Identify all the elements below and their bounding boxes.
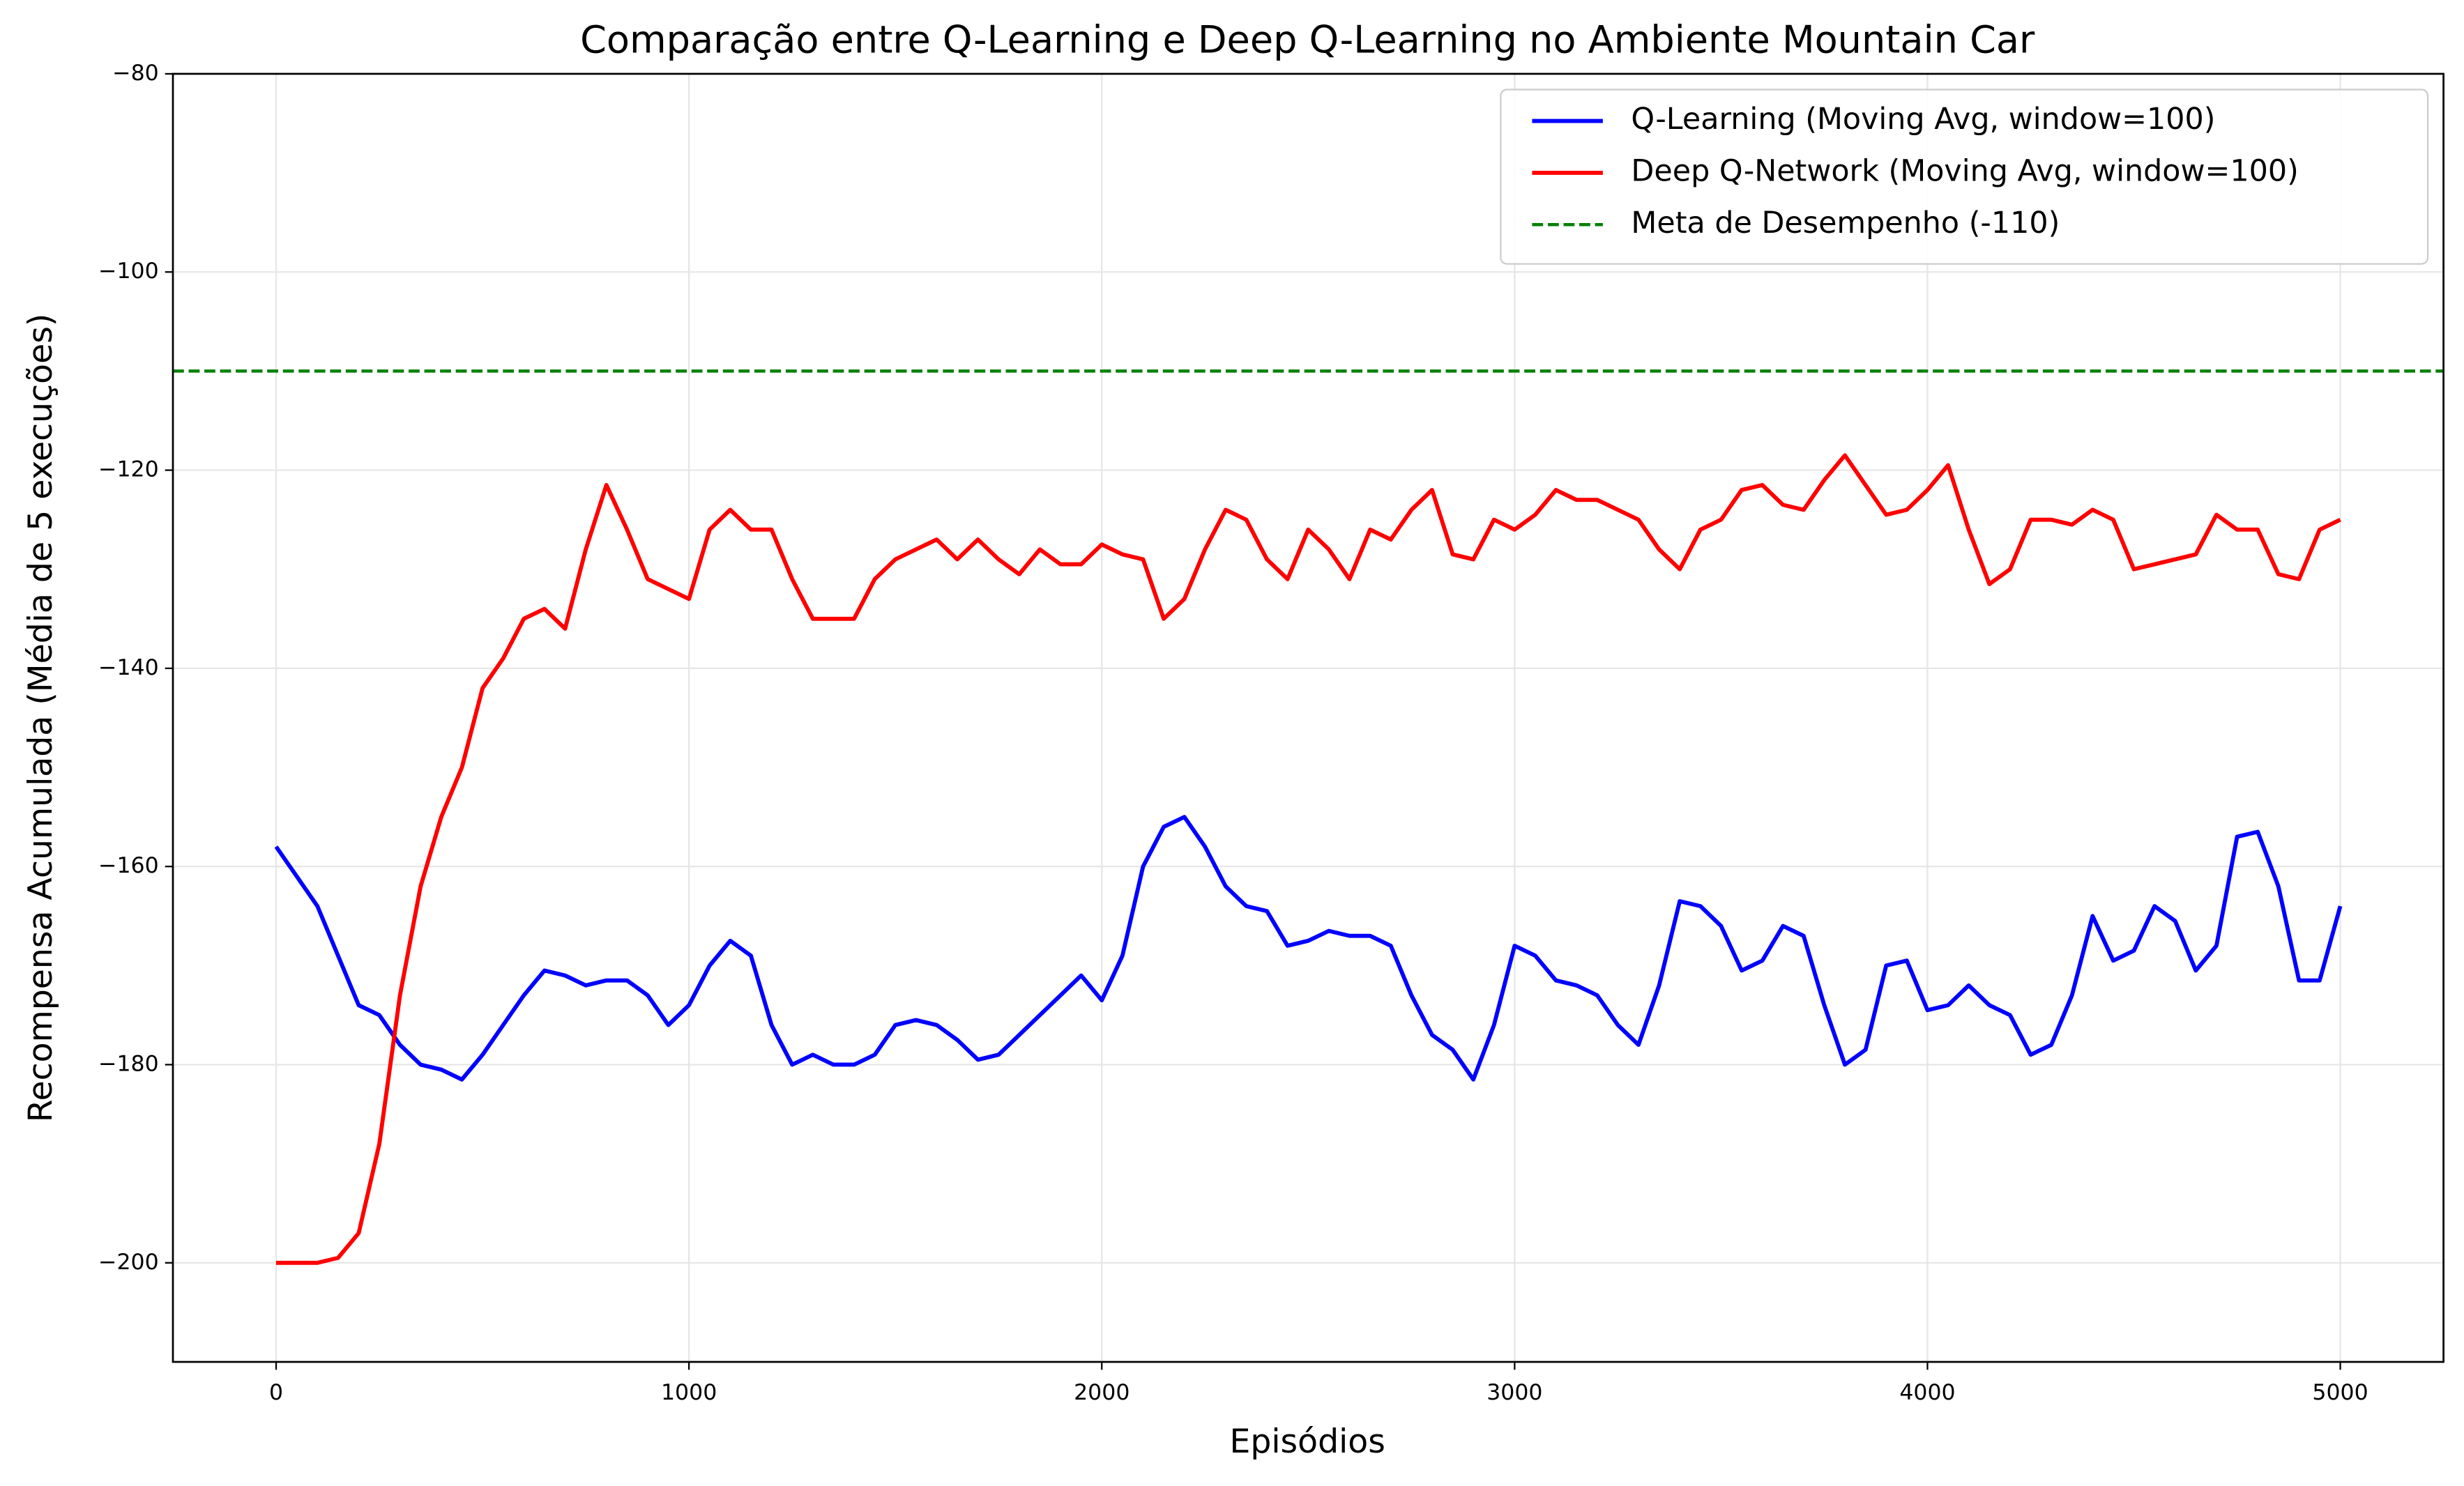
chart-title: Comparação entre Q-Learning e Deep Q-Lea… [580,17,2035,61]
y-tick-label: −200 [98,1250,159,1275]
data-line [274,815,2343,1082]
x-tick-label: 3000 [1486,1380,1542,1405]
x-axis-label: Episódios [1229,1423,1385,1461]
y-tick-label: −100 [98,259,159,284]
x-tick-label: 5000 [2312,1380,2368,1405]
legend-label: Meta de Desempenho (-110) [1631,206,2060,240]
data-line [276,453,2341,1265]
legend-label: Deep Q-Network (Moving Avg, window=100) [1631,153,2298,188]
legend-box [1500,89,2429,265]
y-tick-label: −120 [98,457,159,482]
y-tick-label: −140 [98,655,159,680]
x-tick-label: 0 [269,1380,283,1405]
y-axis-label: Recompensa Acumulada (Média de 5 execuçõ… [22,314,60,1123]
x-tick-label: 1000 [661,1380,717,1405]
x-tick-label: 4000 [1899,1380,1955,1405]
y-tick-label: −160 [98,853,159,878]
legend-label: Q-Learning (Moving Avg, window=100) [1631,102,2215,137]
y-tick-label: −180 [98,1051,159,1076]
y-tick-label: −80 [112,61,159,86]
plot-frame [172,72,2444,1363]
x-tick-label: 2000 [1074,1380,1130,1405]
